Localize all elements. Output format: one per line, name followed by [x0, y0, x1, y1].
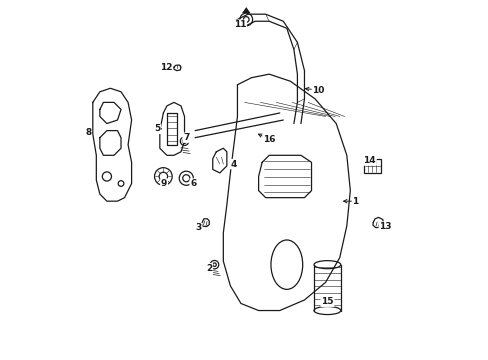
Text: 1: 1 [352, 197, 358, 206]
Text: 14: 14 [363, 156, 375, 165]
Text: 12: 12 [160, 63, 172, 72]
Text: 3: 3 [195, 223, 202, 232]
Polygon shape [242, 7, 250, 13]
Text: 7: 7 [183, 133, 189, 142]
Text: 8: 8 [85, 128, 91, 137]
Text: 10: 10 [312, 86, 324, 95]
Text: 16: 16 [263, 135, 275, 144]
Text: 2: 2 [205, 264, 212, 273]
Bar [364, 159, 381, 173]
Text: 5: 5 [154, 124, 160, 133]
Text: 4: 4 [230, 159, 237, 168]
Text: 6: 6 [190, 179, 196, 188]
Text: 11: 11 [233, 20, 245, 29]
Text: 9: 9 [161, 179, 167, 188]
Text: 13: 13 [379, 222, 391, 231]
Text: 15: 15 [321, 297, 333, 306]
